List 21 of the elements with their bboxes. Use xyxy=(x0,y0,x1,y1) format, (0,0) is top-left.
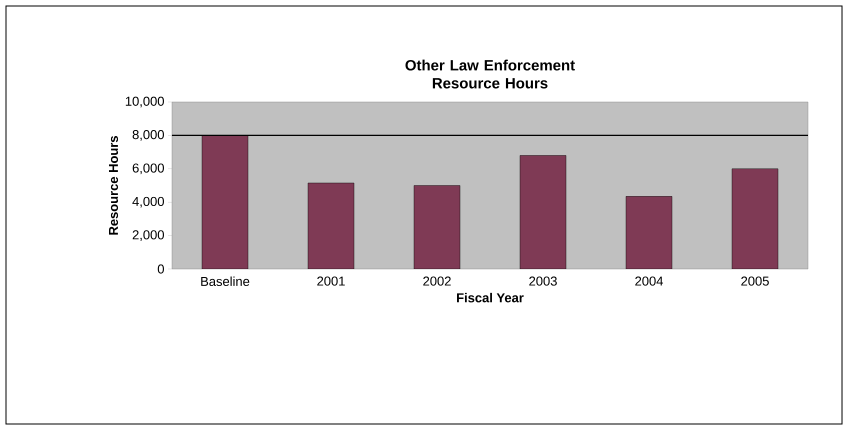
bar xyxy=(732,168,778,269)
chart-title: Other Law Enforcement Resource Hours xyxy=(406,60,575,88)
x-tick-label: Baseline xyxy=(201,276,250,286)
y-tick-label: 10,000 xyxy=(126,96,164,108)
bar xyxy=(308,182,354,269)
y-tick-label: 8,000 xyxy=(132,130,164,141)
bar xyxy=(414,185,460,269)
x-tick-label: 2001 xyxy=(317,276,345,286)
bar xyxy=(626,196,672,269)
x-tick-label: 2003 xyxy=(529,276,557,286)
y-tick-label: 0 xyxy=(158,264,164,274)
y-tick-label: 4,000 xyxy=(132,196,164,208)
x-axis-title: Fiscal Year xyxy=(457,292,524,302)
y-tick-label: 6,000 xyxy=(132,163,164,174)
bar xyxy=(202,135,248,269)
x-tick-label: 2005 xyxy=(741,276,769,286)
bar xyxy=(520,155,566,269)
x-tick-label: 2004 xyxy=(635,276,664,286)
y-tick-label: 2,000 xyxy=(132,230,164,241)
x-tick-label: 2002 xyxy=(423,276,451,286)
y-axis-title: Resource Hours xyxy=(108,136,118,235)
